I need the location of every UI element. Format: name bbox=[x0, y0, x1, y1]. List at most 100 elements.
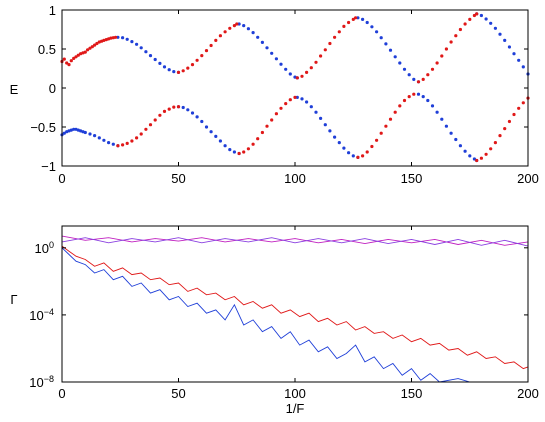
energy-point bbox=[148, 123, 153, 127]
energy-point bbox=[223, 30, 227, 34]
x-tick-label: 0 bbox=[58, 386, 65, 401]
energy-point bbox=[90, 45, 94, 49]
energy-point bbox=[121, 143, 125, 147]
energy-point bbox=[200, 119, 204, 124]
energy-point bbox=[328, 41, 332, 46]
energy-point bbox=[135, 136, 139, 140]
energy-point bbox=[260, 130, 264, 135]
energy-point bbox=[426, 73, 430, 77]
energy-point bbox=[347, 20, 351, 25]
x-tick-label: 100 bbox=[284, 171, 306, 186]
energy-ticks: 0 50 100 150 200 −1 −0.5 0 0.5 1 bbox=[30, 3, 539, 186]
energy-point bbox=[388, 117, 393, 121]
energy-point bbox=[284, 67, 288, 71]
energy-point bbox=[300, 74, 304, 78]
energy-point bbox=[503, 38, 507, 43]
energy-point bbox=[444, 124, 448, 128]
energy-markers bbox=[60, 12, 530, 163]
energy-point bbox=[512, 52, 516, 56]
energy-point bbox=[354, 16, 358, 20]
energy-point bbox=[116, 35, 120, 39]
energy-point bbox=[237, 151, 241, 156]
y-tick-label: −1 bbox=[41, 159, 56, 174]
energy-point bbox=[97, 136, 101, 140]
energy-point bbox=[440, 54, 444, 58]
energy-point bbox=[412, 77, 416, 81]
energy-point bbox=[200, 54, 204, 58]
energy-point bbox=[209, 43, 213, 48]
energy-point bbox=[295, 76, 299, 80]
energy-point bbox=[463, 149, 467, 153]
energy-point bbox=[430, 67, 435, 71]
energy-point bbox=[186, 108, 190, 112]
energy-point bbox=[79, 52, 83, 56]
energy-point bbox=[139, 46, 143, 50]
energy-point bbox=[114, 35, 118, 39]
energy-point bbox=[402, 98, 407, 103]
energy-point bbox=[489, 147, 493, 151]
energy-point bbox=[144, 50, 148, 54]
energy-point bbox=[493, 26, 497, 30]
energy-point bbox=[130, 139, 134, 143]
energy-point bbox=[393, 110, 397, 114]
energy-point bbox=[314, 110, 318, 114]
energy-point bbox=[416, 92, 421, 96]
energy-point bbox=[176, 70, 181, 74]
energy-point bbox=[288, 72, 292, 76]
energy-point bbox=[218, 139, 222, 143]
energy-point bbox=[379, 36, 383, 40]
energy-point bbox=[204, 49, 209, 53]
energy-point bbox=[333, 135, 337, 139]
energy-point bbox=[444, 47, 448, 51]
energy-point bbox=[279, 62, 283, 66]
width-plot-frame bbox=[61, 225, 529, 383]
energy-point bbox=[76, 53, 80, 57]
width-series-line bbox=[61, 237, 529, 247]
y-tick-label: 10−8 bbox=[29, 374, 54, 390]
energy-point bbox=[388, 48, 393, 52]
energy-point bbox=[328, 129, 332, 133]
energy-point bbox=[223, 144, 227, 148]
x-tick-label: 50 bbox=[171, 171, 185, 186]
energy-point bbox=[65, 61, 69, 65]
energy-point bbox=[517, 58, 521, 62]
energy-point bbox=[158, 61, 162, 65]
energy-point bbox=[384, 42, 388, 46]
energy-point bbox=[242, 24, 246, 28]
energy-point bbox=[214, 38, 218, 43]
energy-point bbox=[416, 80, 421, 84]
energy-point bbox=[284, 102, 288, 106]
energy-point bbox=[421, 77, 425, 81]
energy-point bbox=[107, 141, 111, 145]
energy-point bbox=[270, 118, 274, 122]
energy-point bbox=[342, 24, 346, 28]
energy-point bbox=[162, 109, 167, 113]
energy-point bbox=[305, 100, 309, 104]
energy-point bbox=[463, 22, 467, 26]
energy-point bbox=[319, 116, 323, 120]
y-tick-label: 10−4 bbox=[29, 307, 54, 323]
x-tick-label: 150 bbox=[401, 171, 423, 186]
energy-point bbox=[342, 146, 346, 150]
energy-point bbox=[356, 155, 360, 159]
x-tick-label: 0 bbox=[58, 171, 65, 186]
x-tick-label: 200 bbox=[517, 386, 539, 401]
energy-point bbox=[498, 32, 502, 36]
energy-point bbox=[86, 48, 90, 52]
energy-point bbox=[274, 112, 278, 116]
energy-point bbox=[93, 43, 97, 47]
energy-point bbox=[479, 156, 483, 160]
energy-point bbox=[323, 48, 327, 52]
energy-point bbox=[181, 105, 185, 110]
energy-point bbox=[214, 134, 218, 138]
energy-point bbox=[521, 65, 525, 69]
energy-point bbox=[62, 57, 66, 61]
energy-point bbox=[475, 158, 479, 163]
energy-point bbox=[121, 36, 125, 40]
energy-point bbox=[88, 132, 92, 136]
energy-y-axis-label: E bbox=[10, 82, 19, 97]
energy-point bbox=[472, 157, 476, 161]
width-lines bbox=[61, 235, 529, 383]
energy-point bbox=[279, 106, 283, 110]
